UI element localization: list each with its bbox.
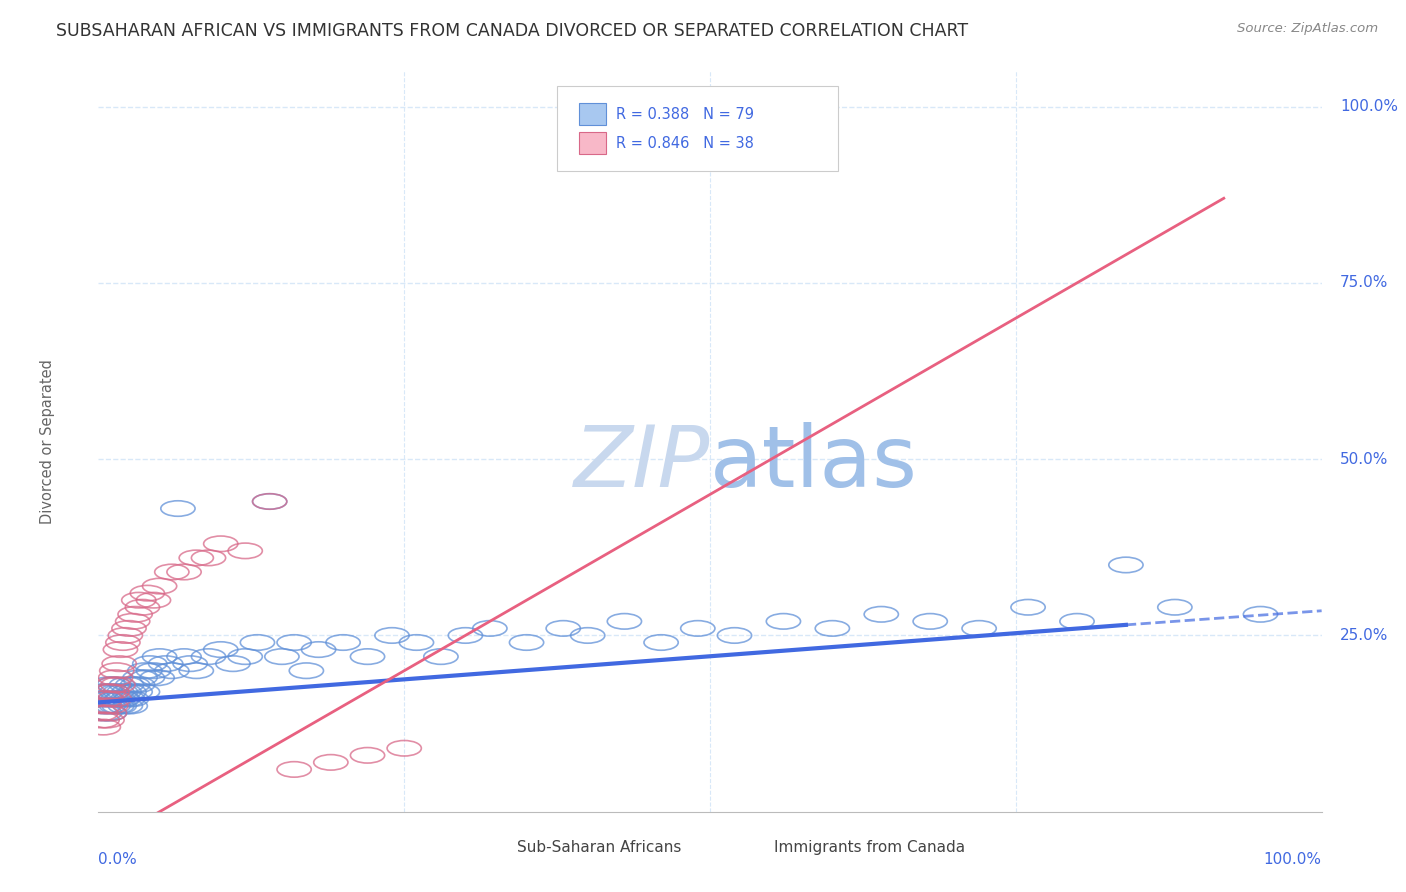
Text: ZIP: ZIP [574, 422, 710, 505]
Text: 50.0%: 50.0% [1340, 451, 1388, 467]
FancyBboxPatch shape [557, 87, 838, 171]
Text: Source: ZipAtlas.com: Source: ZipAtlas.com [1237, 22, 1378, 36]
FancyBboxPatch shape [579, 103, 606, 126]
Text: 0.0%: 0.0% [98, 853, 138, 867]
Text: R = 0.388   N = 79: R = 0.388 N = 79 [616, 107, 754, 122]
FancyBboxPatch shape [741, 836, 765, 860]
Text: Immigrants from Canada: Immigrants from Canada [773, 839, 965, 855]
Text: 100.0%: 100.0% [1340, 99, 1398, 114]
Text: Divorced or Separated: Divorced or Separated [39, 359, 55, 524]
Text: atlas: atlas [710, 422, 918, 505]
Text: SUBSAHARAN AFRICAN VS IMMIGRANTS FROM CANADA DIVORCED OR SEPARATED CORRELATION C: SUBSAHARAN AFRICAN VS IMMIGRANTS FROM CA… [56, 22, 969, 40]
FancyBboxPatch shape [484, 836, 508, 860]
Text: 75.0%: 75.0% [1340, 276, 1388, 291]
FancyBboxPatch shape [579, 132, 606, 154]
Text: R = 0.846   N = 38: R = 0.846 N = 38 [616, 136, 754, 151]
Text: 100.0%: 100.0% [1264, 853, 1322, 867]
Text: 25.0%: 25.0% [1340, 628, 1388, 643]
Text: Sub-Saharan Africans: Sub-Saharan Africans [517, 839, 681, 855]
